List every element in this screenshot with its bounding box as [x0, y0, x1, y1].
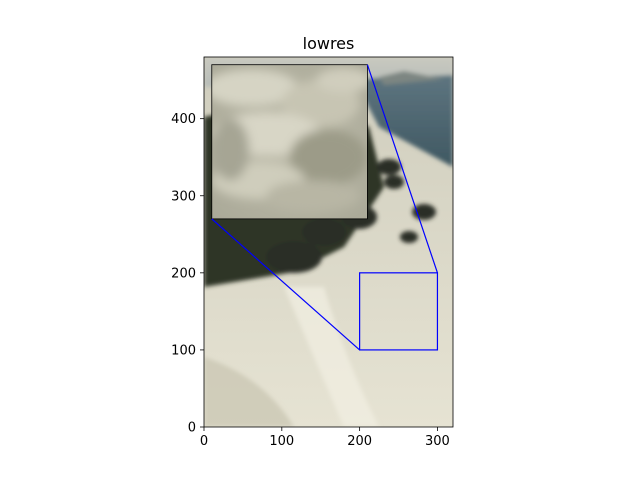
image-rock [400, 231, 418, 243]
image-foam [284, 287, 379, 427]
connector-line-upper [366, 64, 439, 274]
image-rock [377, 159, 401, 175]
inset-texture [289, 129, 368, 185]
main-axes-frame [203, 56, 454, 428]
y-tick-label: 200 [171, 266, 196, 281]
inset-image [211, 64, 368, 219]
x-tick-label: 300 [425, 434, 450, 449]
y-tick-label: 100 [171, 343, 196, 358]
x-tick-label: 0 [200, 434, 208, 449]
connector-line-lower [211, 218, 361, 351]
y-axis: 0 100 200 300 400 [171, 112, 204, 436]
inset-texture [266, 180, 360, 212]
inset-texture [211, 69, 298, 107]
inset-texture [316, 67, 368, 93]
image-headland [379, 71, 444, 85]
y-tick-label: 0 [188, 421, 196, 436]
image-beach [204, 357, 294, 427]
x-tick-label: 200 [347, 434, 372, 449]
y-tick-label: 400 [171, 112, 196, 127]
y-tick-label: 300 [171, 189, 196, 204]
image-rock [302, 218, 346, 246]
x-axis: 0 100 200 300 [200, 427, 450, 449]
chart-title: lowres [303, 34, 355, 53]
x-tick-label: 100 [269, 434, 294, 449]
zoom-region-indicator [359, 272, 439, 351]
image-rock [266, 241, 322, 273]
inset-texture [211, 118, 250, 181]
image-rock [384, 175, 404, 189]
inset-axes-frame [211, 64, 368, 220]
